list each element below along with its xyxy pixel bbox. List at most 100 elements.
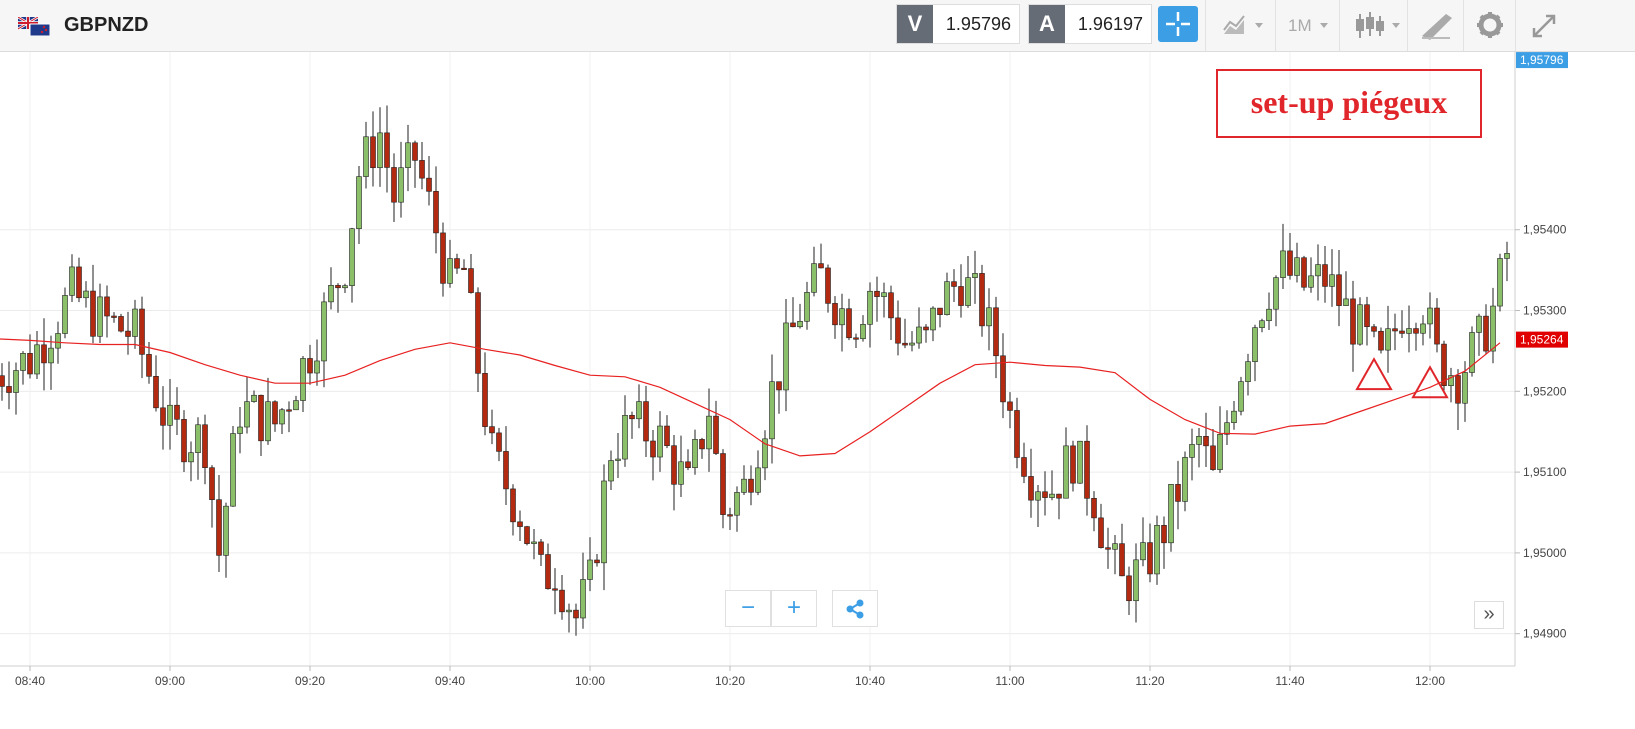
drawing-pencil-icon (1422, 14, 1452, 40)
candle-bullish (930, 307, 936, 331)
candle-bullish (1294, 257, 1300, 276)
y-tick-label: 1,95400 (1523, 223, 1567, 237)
candle-bullish (867, 290, 873, 325)
candle-bearish (153, 376, 159, 409)
candle-bearish (776, 381, 782, 391)
candle-bearish (454, 258, 460, 269)
candle-bullish (1497, 258, 1503, 307)
candle-bearish (1210, 445, 1216, 470)
timeframe-label: 1M (1288, 16, 1312, 35)
candle-bearish (503, 451, 509, 490)
share-button[interactable] (832, 590, 878, 627)
candle-bearish (307, 358, 313, 374)
candle-bullish (230, 433, 236, 507)
candle-bearish (0, 375, 5, 387)
candle-bullish (1504, 253, 1510, 259)
candle-bullish (20, 353, 26, 371)
candle-bearish (1336, 274, 1342, 306)
candle-bearish (286, 409, 292, 412)
candle-bullish (1420, 323, 1426, 334)
y-axis: 1,95400 1,95300 1,95200 1,95100 1,95000 1,949… (1515, 223, 1567, 641)
candle-bearish (720, 453, 726, 515)
candle-bearish (6, 386, 12, 393)
candle-bullish (944, 281, 950, 315)
timeframe-button[interactable]: 1M (1275, 0, 1339, 51)
candle-bearish (510, 488, 516, 523)
toolbar: GBPNZD V 1.95796 A 1.96197 1M (0, 0, 1635, 52)
buy-price-button[interactable]: A 1.96197 (1028, 4, 1152, 44)
candle-bearish (818, 263, 824, 269)
x-axis: 08:40 09:00 09:20 09:40 10:00 10:20 10:40 11:00… (15, 666, 1445, 688)
candle-bullish (363, 136, 369, 177)
candle-bullish (223, 505, 229, 556)
candle-bearish (258, 394, 264, 442)
crosshair-icon (1166, 12, 1190, 36)
candle-bullish (1406, 328, 1412, 334)
candle-bullish (804, 292, 810, 322)
fullscreen-button[interactable] (1515, 0, 1571, 51)
candle-bearish (216, 499, 222, 556)
share-icon (846, 599, 864, 619)
candle-bearish (923, 326, 929, 331)
candle-type-button[interactable] (1339, 0, 1407, 51)
zoom-out-button[interactable]: − (725, 590, 771, 627)
candle-bearish (111, 315, 117, 318)
price-tags: 1,95796 1,95264 (1516, 52, 1568, 348)
candle-bullish (1280, 250, 1286, 278)
candle-bullish (678, 461, 684, 485)
candle-bullish (608, 460, 614, 482)
plus-icon: + (786, 594, 801, 621)
candle-bearish (419, 160, 425, 179)
candle-bullish (762, 438, 768, 469)
x-tick-label: 11:20 (1135, 674, 1164, 688)
candle-bearish (650, 440, 656, 458)
candle-bearish (517, 521, 523, 527)
candle-bearish (1203, 436, 1209, 447)
settings-button[interactable] (1463, 0, 1515, 51)
x-tick-label: 10:20 (715, 674, 745, 688)
candle-bearish (895, 317, 901, 344)
candle-bullish (48, 347, 54, 364)
candle-bullish (692, 439, 698, 468)
buy-price: 1.96197 (1077, 14, 1143, 34)
candle-bullish (783, 322, 789, 391)
candle-bullish (69, 266, 75, 296)
candle-bearish (1322, 264, 1328, 287)
candle-bullish (1140, 542, 1146, 561)
zoom-in-button[interactable]: + (771, 590, 817, 627)
candle-bullish (734, 492, 740, 516)
candle-bullish (328, 285, 334, 303)
candle-bullish (860, 324, 866, 340)
candle-bearish (979, 273, 985, 327)
price-tag-top: 1,95796 (1520, 53, 1564, 67)
candle-bullish (1133, 559, 1139, 602)
x-tick-label: 10:40 (855, 674, 885, 688)
candle-bullish (1238, 381, 1244, 412)
candle-bearish (384, 132, 390, 168)
crosshair-button[interactable] (1158, 6, 1198, 42)
price-tag-ma-bg (1516, 331, 1568, 348)
candle-bearish (832, 303, 838, 326)
candle-bearish (1021, 457, 1027, 477)
candle-bullish (1329, 274, 1335, 287)
candle-bullish (601, 480, 607, 564)
chart-type-button[interactable] (1205, 0, 1275, 51)
candle-bullish (566, 609, 572, 613)
candle-bullish (447, 258, 453, 284)
candle-bearish (1084, 440, 1090, 499)
price-chart[interactable]: 1,95400 1,95300 1,95200 1,95100 1,95000 1,949… (0, 52, 1635, 729)
candle-bearish (1007, 401, 1013, 411)
candle-bullish (755, 467, 761, 493)
scroll-to-end-button[interactable]: » (1474, 601, 1504, 629)
chevron-down-icon (1255, 23, 1263, 28)
candle-bullish (195, 424, 201, 453)
candle-bullish (1259, 320, 1265, 328)
moving-average-line (0, 338, 1501, 457)
sell-price-button[interactable]: V 1.95796 (896, 4, 1020, 44)
candle-bearish (1091, 498, 1097, 519)
candles (0, 105, 1510, 636)
drawing-tools-button[interactable] (1407, 0, 1463, 51)
candle-bearish (846, 308, 852, 339)
candle-bearish (1161, 525, 1167, 544)
candle-bullish (1077, 440, 1083, 484)
